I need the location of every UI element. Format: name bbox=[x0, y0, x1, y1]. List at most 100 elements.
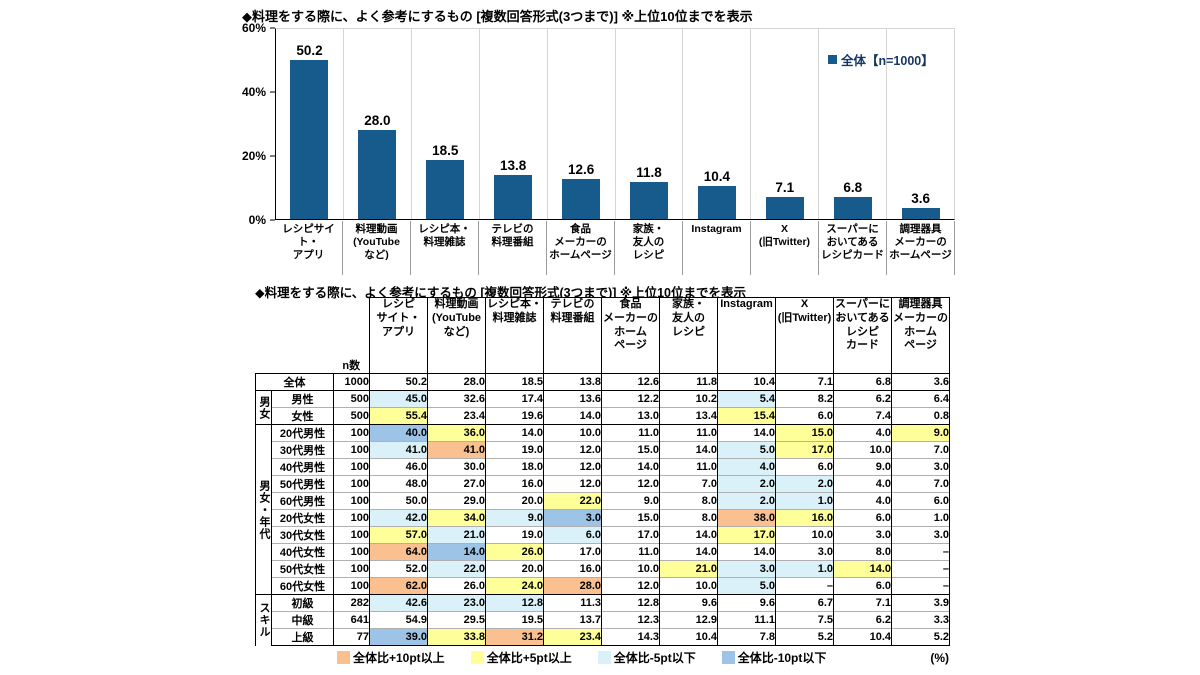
data-cell: 3.0 bbox=[833, 526, 892, 544]
data-cell: 5.0 bbox=[717, 441, 776, 459]
data-cell: 1.0 bbox=[891, 509, 950, 527]
data-cell: 57.0 bbox=[369, 526, 428, 544]
data-cell: 14.0 bbox=[485, 424, 544, 442]
table-row: 30代女性 100 57.0 21.0 19.0 6.0 17.0 14.0 17.0 10.0 3… bbox=[256, 526, 950, 544]
data-cell: 29.5 bbox=[427, 611, 486, 629]
data-cell: 3.0 bbox=[891, 458, 950, 476]
row-label: 30代男性 bbox=[271, 441, 334, 459]
y-tick-label: 40% bbox=[241, 85, 266, 99]
row-label: 男性 bbox=[271, 390, 334, 408]
data-cell: 9.0 bbox=[485, 509, 544, 527]
data-cell: 9.0 bbox=[833, 458, 892, 476]
table-legend-item: 全体比-10pt以下 bbox=[721, 649, 826, 666]
x-category-label: レシピ本・ 料理雑誌 bbox=[411, 221, 479, 275]
data-cell: 7.1 bbox=[775, 373, 834, 391]
data-cell: 9.6 bbox=[717, 594, 776, 612]
x-labels-row: レシピサイト・ アプリ 料理動画 (YouTube など) レシピ本・ 料理雑誌 テレ… bbox=[275, 221, 955, 275]
results-table: n数 レシピ サイト・ アプリ 料理動画 (YouTube など) レシピ本・ 料理… bbox=[255, 297, 950, 646]
data-cell: 7.0 bbox=[659, 475, 718, 493]
data-cell: 14.0 bbox=[659, 441, 718, 459]
plot-area: 50.2 28.0 18.5 13.8 12.6 11.8 10.4 7.1 6.8 3.6 bbox=[275, 28, 955, 220]
bar-value-label: 28.0 bbox=[364, 113, 391, 129]
table-legend-swatch-icon bbox=[337, 651, 350, 664]
data-cell: 11.0 bbox=[659, 424, 718, 442]
data-cell: 9.0 bbox=[891, 424, 950, 442]
group-cell: 男女 bbox=[255, 390, 272, 425]
x-category-label: 料理動画 (YouTube など) bbox=[343, 221, 411, 275]
data-cell: – bbox=[891, 560, 950, 578]
data-cell: 10.4 bbox=[717, 373, 776, 391]
column-header: レシピ サイト・ アプリ bbox=[369, 297, 428, 374]
data-cell: – bbox=[775, 577, 834, 595]
data-cell: 52.0 bbox=[369, 560, 428, 578]
data-cell: 2.0 bbox=[775, 475, 834, 493]
corner-cell bbox=[256, 298, 334, 374]
data-cell: 19.0 bbox=[485, 441, 544, 459]
data-cell: 5.2 bbox=[775, 628, 834, 646]
data-cell: 13.0 bbox=[601, 407, 660, 425]
data-cell: 15.0 bbox=[775, 424, 834, 442]
n-value: 1000 bbox=[333, 373, 370, 391]
data-cell: 1.0 bbox=[775, 492, 834, 510]
data-cell: 17.4 bbox=[485, 390, 544, 408]
data-cell: 14.3 bbox=[601, 628, 660, 646]
data-cell: 10.0 bbox=[543, 424, 602, 442]
n-value: 500 bbox=[333, 390, 370, 408]
data-cell: 28.0 bbox=[427, 373, 486, 391]
data-cell: 48.0 bbox=[369, 475, 428, 493]
data-cell: 8.0 bbox=[833, 543, 892, 561]
bar-value-label: 10.4 bbox=[703, 169, 731, 185]
data-cell: 8.2 bbox=[775, 390, 834, 408]
y-tick-mark bbox=[270, 27, 275, 29]
table-row: スキル 初級 282 42.6 23.0 12.8 11.3 12.8 9.6 9.6 6.7 7.1… bbox=[255, 594, 950, 646]
table-row: 女性 500 55.4 23.4 19.6 14.0 13.0 13.4 15.4 6.0 7.4 0… bbox=[256, 407, 950, 425]
bar-value-label: 12.6 bbox=[567, 162, 595, 178]
data-cell: 16.0 bbox=[485, 475, 544, 493]
x-category-label: 調理器具 メーカーの ホームページ bbox=[887, 221, 955, 275]
group-label: スキル bbox=[258, 602, 270, 639]
data-cell: 3.0 bbox=[891, 526, 950, 544]
data-cell: 4.0 bbox=[717, 458, 776, 476]
data-cell: 20.0 bbox=[485, 560, 544, 578]
table-legend-swatch-icon bbox=[597, 651, 611, 664]
row-label: 20代女性 bbox=[271, 509, 334, 527]
table-legend-label: 全体比+10pt以上 bbox=[353, 651, 445, 665]
data-cell: 14.0 bbox=[717, 424, 776, 442]
data-cell: 9.0 bbox=[601, 492, 660, 510]
row-label: 中級 bbox=[271, 611, 334, 629]
data-cell: 13.6 bbox=[543, 390, 602, 408]
data-cell: 12.0 bbox=[601, 577, 660, 595]
table-legend: 全体比+10pt以上 全体比+5pt以上 全体比-5pt以下 全体比-10pt以下 (%… bbox=[337, 649, 949, 666]
data-cell: 11.3 bbox=[543, 594, 602, 612]
table-row: 40代男性 100 46.0 30.0 18.0 12.0 14.0 11.0 4.0 6.0 9.… bbox=[256, 458, 950, 476]
data-cell: 11.0 bbox=[601, 424, 660, 442]
n-value: 100 bbox=[333, 475, 370, 493]
n-value: 100 bbox=[333, 526, 370, 544]
data-cell: 55.4 bbox=[369, 407, 428, 425]
data-cell: 33.8 bbox=[427, 628, 486, 646]
data-cell: 14.0 bbox=[427, 543, 486, 561]
data-cell: 7.0 bbox=[891, 441, 950, 459]
n-value: 100 bbox=[333, 509, 370, 527]
data-cell: 6.0 bbox=[891, 492, 950, 510]
data-cell: 14.0 bbox=[601, 458, 660, 476]
data-cell: 15.0 bbox=[601, 509, 660, 527]
bar-slot: 18.5 bbox=[412, 29, 480, 219]
data-cell: 10.0 bbox=[601, 560, 660, 578]
data-cell: 6.0 bbox=[833, 577, 892, 595]
data-cell: 12.0 bbox=[601, 475, 660, 493]
data-cell: 27.0 bbox=[427, 475, 486, 493]
data-cell: 6.0 bbox=[775, 458, 834, 476]
bar-value-label: 18.5 bbox=[432, 143, 459, 159]
bar-value-label: 7.1 bbox=[775, 179, 795, 195]
data-cell: 3.0 bbox=[543, 509, 602, 527]
group-label: 男女 bbox=[258, 395, 270, 420]
data-cell: 40.0 bbox=[369, 424, 428, 442]
data-cell: 14.0 bbox=[659, 543, 718, 561]
column-header: 調理器具 メーカーの ホーム ページ bbox=[891, 297, 950, 374]
data-cell: 19.5 bbox=[485, 611, 544, 629]
data-cell: 10.2 bbox=[659, 390, 718, 408]
x-category-label: テレビの 料理番組 bbox=[479, 221, 547, 275]
table-row: 50代男性 100 48.0 27.0 16.0 12.0 12.0 7.0 2.0 2.0 4.0… bbox=[256, 475, 950, 493]
data-cell: 5.4 bbox=[717, 390, 776, 408]
